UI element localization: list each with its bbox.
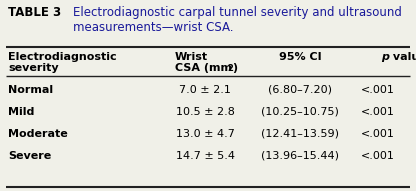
Text: 95% CI: 95% CI (279, 52, 321, 62)
Text: ): ) (232, 63, 237, 73)
Text: TABLE 3: TABLE 3 (8, 6, 61, 19)
Text: CSA (mm: CSA (mm (175, 63, 232, 73)
Text: <.001: <.001 (361, 129, 395, 139)
Text: (10.25–10.75): (10.25–10.75) (261, 107, 339, 117)
Text: severity: severity (8, 63, 59, 73)
Text: Normal: Normal (8, 85, 53, 95)
Text: 10.5 ± 2.8: 10.5 ± 2.8 (176, 107, 235, 117)
Text: Electrodiagnostic carpal tunnel severity and ultrasound
measurements—wrist CSA.: Electrodiagnostic carpal tunnel severity… (73, 6, 402, 34)
Text: value: value (389, 52, 416, 62)
Text: <.001: <.001 (361, 151, 395, 161)
Text: Mild: Mild (8, 107, 35, 117)
Text: 14.7 ± 5.4: 14.7 ± 5.4 (176, 151, 235, 161)
Text: 7.0 ± 2.1: 7.0 ± 2.1 (179, 85, 231, 95)
Text: Electrodiagnostic: Electrodiagnostic (8, 52, 116, 62)
Text: (13.96–15.44): (13.96–15.44) (261, 151, 339, 161)
Text: 13.0 ± 4.7: 13.0 ± 4.7 (176, 129, 235, 139)
Text: <.001: <.001 (361, 85, 395, 95)
Text: 2: 2 (227, 64, 233, 73)
Text: Severe: Severe (8, 151, 51, 161)
Text: (12.41–13.59): (12.41–13.59) (261, 129, 339, 139)
Text: Moderate: Moderate (8, 129, 68, 139)
Text: (6.80–7.20): (6.80–7.20) (268, 85, 332, 95)
Text: <.001: <.001 (361, 107, 395, 117)
Text: p: p (381, 52, 389, 62)
Text: Wrist: Wrist (175, 52, 208, 62)
